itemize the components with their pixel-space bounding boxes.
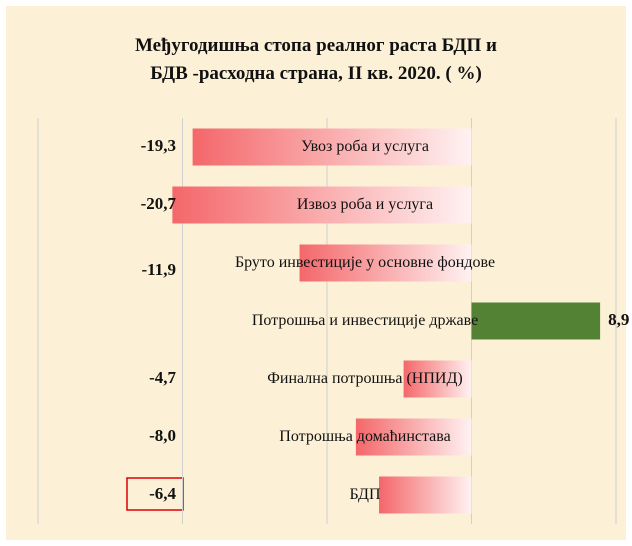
category-label: Увоз роба и услуга (301, 138, 429, 155)
category-label: БДП (349, 486, 381, 503)
category-label: Потрошња домаћинстава (279, 428, 451, 445)
bar (299, 244, 472, 282)
value-label: -11,9 (142, 260, 176, 279)
bar (172, 186, 472, 224)
value-label: -4,7 (149, 368, 176, 387)
value-label: -6,4 (149, 484, 176, 503)
bar (403, 360, 472, 398)
value-label: -8,0 (149, 426, 176, 445)
chart-title: БДВ -расходна страна, II кв. 2020. ( %) (150, 63, 482, 84)
value-label: 8,9 (608, 310, 629, 329)
category-label: Извоз роба и услуга (296, 196, 434, 213)
chart-title: Међугодишња стопа реалног раста БДП и (135, 35, 497, 56)
category-label: Финална потрошња (НПИД) (267, 370, 463, 387)
bar (471, 302, 601, 340)
category-label: Бруто инвестиције у основне фондове (234, 254, 496, 271)
bar (379, 476, 472, 514)
value-label: -20,7 (141, 194, 177, 213)
bar (355, 418, 472, 456)
category-label: Потрошња и инвестиције државе (251, 312, 479, 329)
bar (192, 128, 472, 166)
value-label: -19,3 (141, 136, 176, 155)
